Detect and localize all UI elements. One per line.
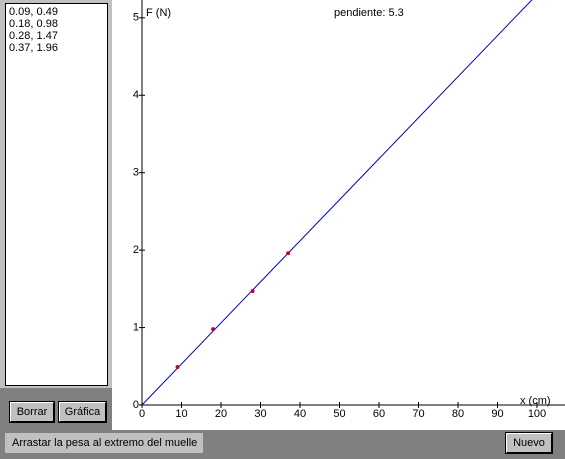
clear-button[interactable]: Borrar (10, 402, 54, 422)
x-tick-label: 100 (528, 408, 546, 420)
y-tick-label: 5 (133, 12, 139, 24)
x-tick-label: 10 (175, 408, 187, 420)
slope-value: 5.3 (388, 7, 403, 19)
new-button[interactable]: Nuevo (506, 433, 552, 453)
data-point (211, 327, 216, 332)
x-tick-label: 20 (215, 408, 227, 420)
y-tick-label: 2 (133, 244, 139, 256)
slope-text: pendiente: 5.3 (334, 7, 404, 19)
x-tick-label: 90 (491, 408, 503, 420)
list-item: 0.28, 1.47 (9, 30, 58, 42)
chart: F (N) x (cm) pendiente: 5.3 0 10 20 30 40 50 6… (112, 0, 565, 430)
button-panel: Borrar Gráfica (0, 388, 112, 430)
list-item: 0.37, 1.96 (9, 42, 58, 54)
fit-line (142, 0, 533, 405)
status-bar: Arrastar la pesa al extremo del muelle N… (0, 430, 565, 459)
x-tick-label: 40 (294, 408, 306, 420)
y-tick-label: 3 (133, 167, 139, 179)
list-item: 0.09, 0.49 (9, 6, 58, 18)
x-axis-label: x (cm) (520, 395, 551, 407)
x-tick-label: 60 (373, 408, 385, 420)
y-tick-label: 0 (133, 399, 139, 411)
x-tick-label: 50 (333, 408, 345, 420)
x-tick-label: 30 (254, 408, 266, 420)
y-tick-label: 4 (133, 89, 139, 101)
x-tick-label: 0 (139, 408, 145, 420)
slope-label: pendiente: (334, 7, 385, 19)
y-axis-label: F (N) (146, 7, 171, 19)
status-text: Arrastar la pesa al extremo del muelle (5, 433, 203, 453)
y-tick-label: 1 (133, 321, 139, 333)
x-tick-label: 70 (412, 408, 424, 420)
data-list: 0.09, 0.49 0.18, 0.98 0.28, 1.47 0.37, 1.96 (5, 3, 108, 386)
data-point (286, 251, 291, 256)
data-point (250, 289, 255, 294)
x-tick-label: 80 (452, 408, 464, 420)
plot-area (142, 0, 533, 405)
data-point (175, 365, 180, 370)
list-item: 0.18, 0.98 (9, 18, 58, 30)
plot-button[interactable]: Gráfica (59, 402, 106, 422)
